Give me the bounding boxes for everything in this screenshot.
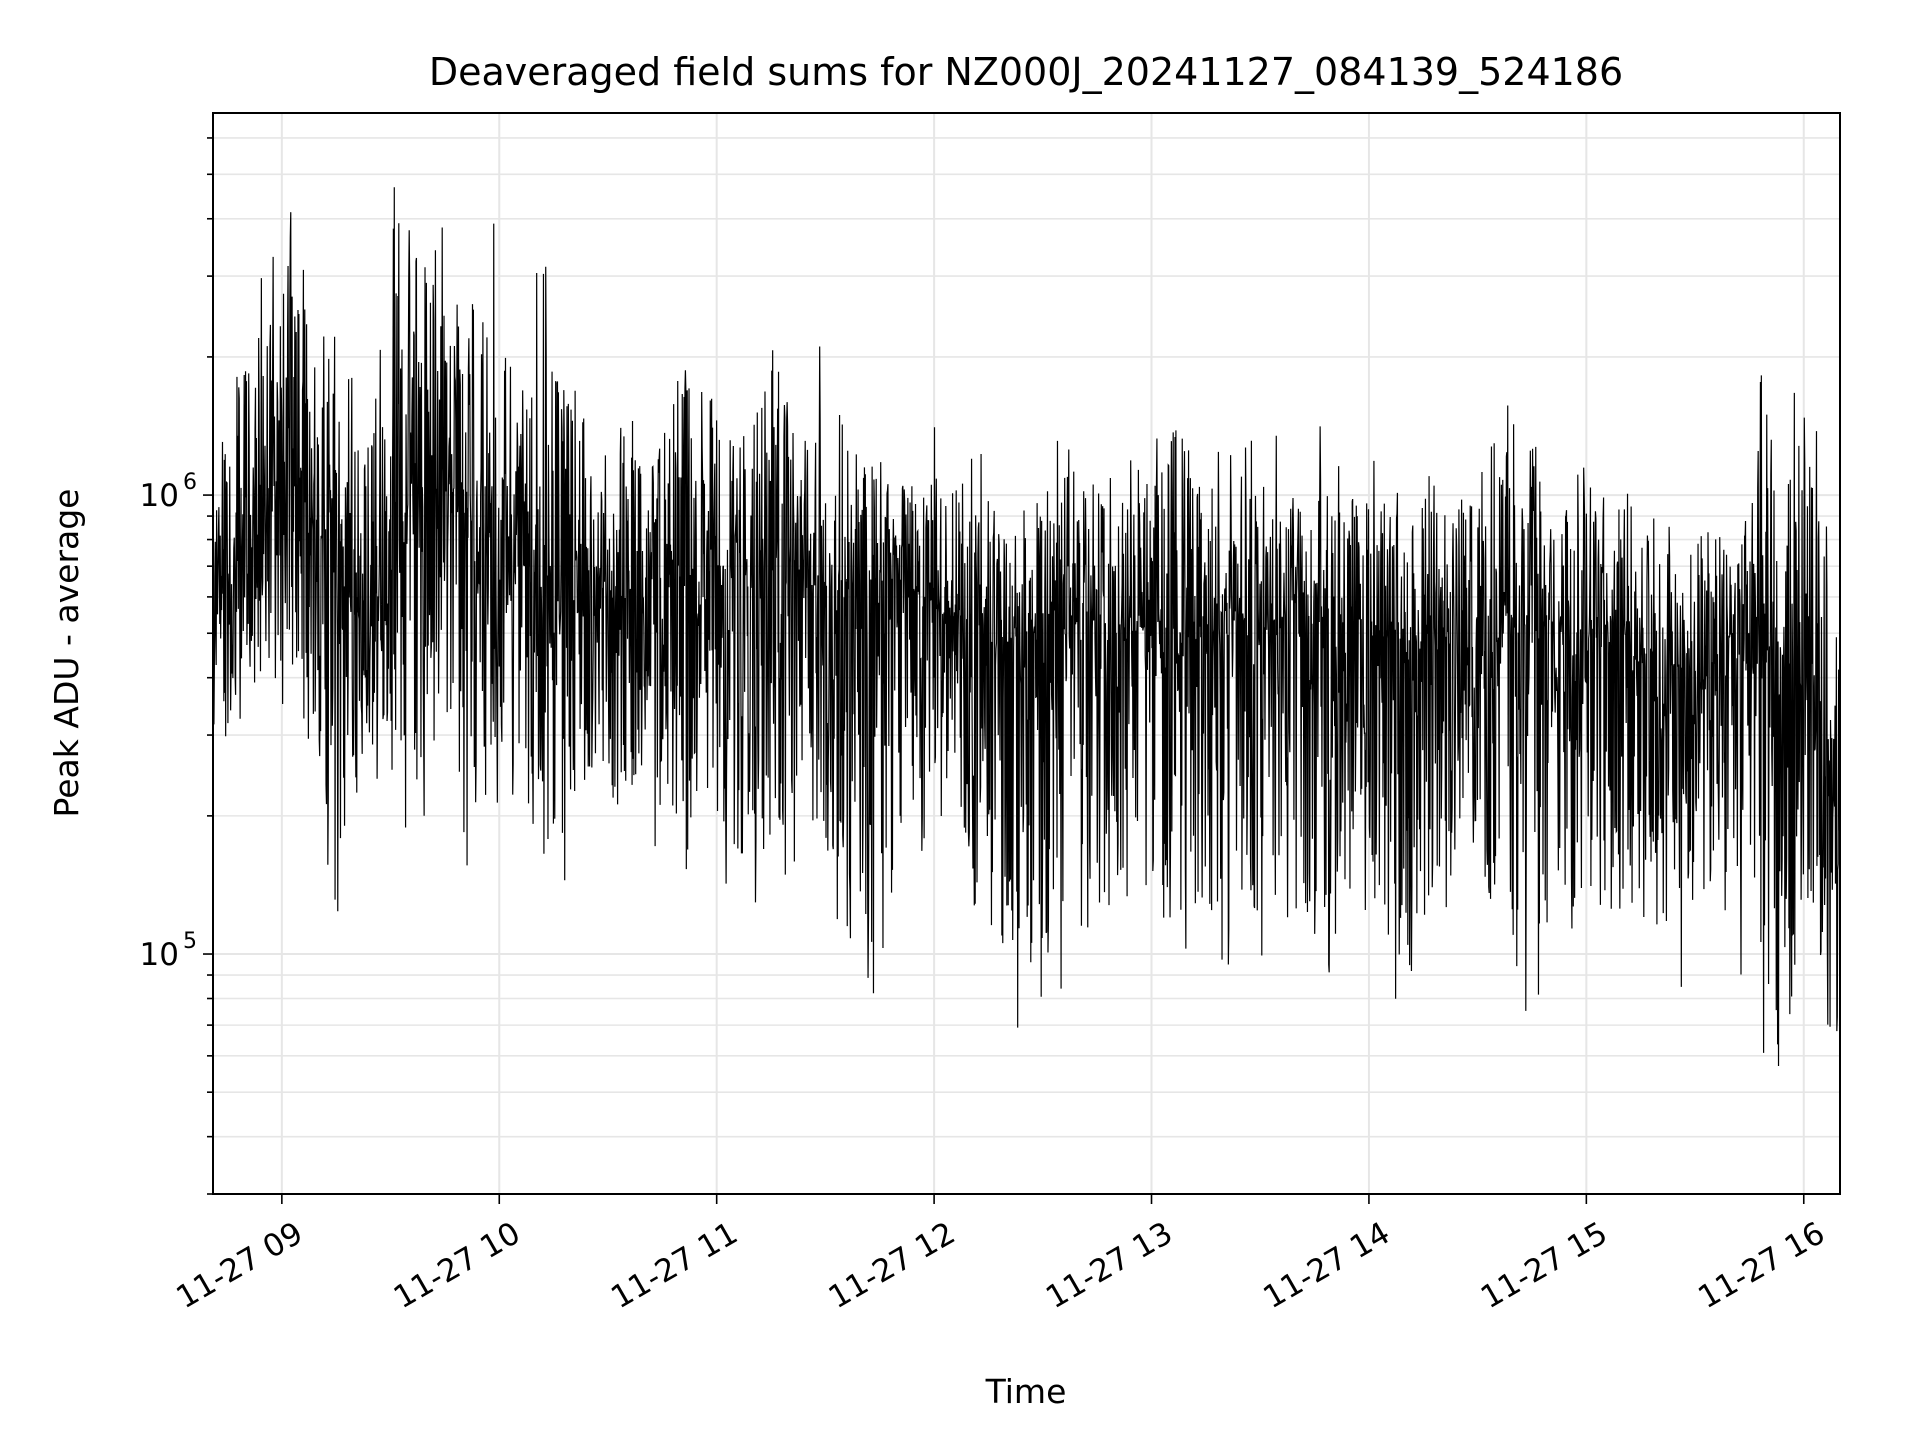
data-series <box>212 187 1841 1067</box>
y-axis-label: Peak ADU - average <box>47 489 86 818</box>
x-axis-label: Time <box>985 1372 1067 1411</box>
series-line <box>212 187 1841 1067</box>
y-tick-label: 10 <box>140 937 179 973</box>
chart-title: Deaveraged field sums for NZ000J_2024112… <box>429 50 1623 94</box>
plot-area-frame <box>212 112 1841 1195</box>
y-tick-label: 10 <box>140 478 179 514</box>
y-tick-exponent: 6 <box>183 470 197 495</box>
y-tick-exponent: 5 <box>183 929 197 954</box>
